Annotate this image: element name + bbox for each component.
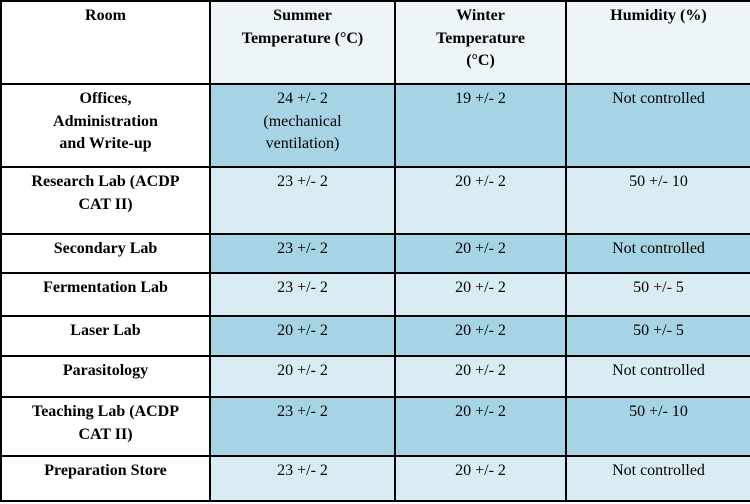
summer-temperature-cell: 23 +/- 2 xyxy=(209,455,396,502)
humidity-cell: 50 +/- 5 xyxy=(565,315,750,357)
table-row-secondary-lab: Secondary Lab 23 +/- 2 20 +/- 2 Not cont… xyxy=(0,233,750,274)
summer-temperature-cell: 23 +/- 2 xyxy=(209,166,396,235)
winter-temperature-cell: 20 +/- 2 xyxy=(394,396,567,457)
room-name-cell: Secondary Lab xyxy=(0,233,211,274)
room-name-cell: Research Lab (ACDP CAT II) xyxy=(0,166,211,235)
humidity-cell: Not controlled xyxy=(565,233,750,274)
table-row-parasitology: Parasitology 20 +/- 2 20 +/- 2 Not contr… xyxy=(0,355,750,398)
summer-temperature-cell: 23 +/- 2 xyxy=(209,233,396,274)
winter-temperature-cell: 20 +/- 2 xyxy=(394,315,567,357)
header-cell-room: Room xyxy=(0,0,211,85)
room-name-cell: Offices, Administration and Write-up xyxy=(0,83,211,168)
summer-temperature-cell: 20 +/- 2 xyxy=(209,315,396,357)
winter-temperature-cell: 20 +/- 2 xyxy=(394,455,567,502)
winter-temperature-cell: 20 +/- 2 xyxy=(394,272,567,317)
humidity-cell: 50 +/- 10 xyxy=(565,166,750,235)
humidity-cell: Not controlled xyxy=(565,355,750,398)
summer-temperature-cell: 24 +/- 2 (mechanical ventilation) xyxy=(209,83,396,168)
table-row-teaching-lab: Teaching Lab (ACDP CAT II) 23 +/- 2 20 +… xyxy=(0,396,750,457)
table-row-fermentation-lab: Fermentation Lab 23 +/- 2 20 +/- 2 50 +/… xyxy=(0,272,750,317)
room-name-cell: Parasitology xyxy=(0,355,211,398)
humidity-cell: 50 +/- 5 xyxy=(565,272,750,317)
table-row-offices: Offices, Administration and Write-up 24 … xyxy=(0,83,750,168)
winter-temperature-cell: 20 +/- 2 xyxy=(394,355,567,398)
humidity-cell: Not controlled xyxy=(565,455,750,502)
winter-temperature-cell: 20 +/- 2 xyxy=(394,233,567,274)
summer-temperature-cell: 23 +/- 2 xyxy=(209,272,396,317)
table-row-preparation-store: Preparation Store 23 +/- 2 20 +/- 2 Not … xyxy=(0,455,750,502)
room-name-cell: Laser Lab xyxy=(0,315,211,357)
humidity-cell: 50 +/- 10 xyxy=(565,396,750,457)
table-row-research-lab: Research Lab (ACDP CAT II) 23 +/- 2 20 +… xyxy=(0,166,750,235)
room-name-cell: Fermentation Lab xyxy=(0,272,211,317)
humidity-cell: Not controlled xyxy=(565,83,750,168)
summer-temperature-cell: 20 +/- 2 xyxy=(209,355,396,398)
header-cell-winter-temperature: Winter Temperature (°C) xyxy=(394,0,567,85)
winter-temperature-cell: 19 +/- 2 xyxy=(394,83,567,168)
header-row: Room Summer Temperature (°C) Winter Temp… xyxy=(0,0,750,85)
header-cell-humidity: Humidity (%) xyxy=(565,0,750,85)
header-cell-summer-temperature: Summer Temperature (°C) xyxy=(209,0,396,85)
room-name-cell: Preparation Store xyxy=(0,455,211,502)
table-header: Room Summer Temperature (°C) Winter Temp… xyxy=(0,0,750,85)
summer-temperature-cell: 23 +/- 2 xyxy=(209,396,396,457)
winter-temperature-cell: 20 +/- 2 xyxy=(394,166,567,235)
table-body: Offices, Administration and Write-up 24 … xyxy=(0,83,750,502)
room-name-cell: Teaching Lab (ACDP CAT II) xyxy=(0,396,211,457)
table-row-laser-lab: Laser Lab 20 +/- 2 20 +/- 2 50 +/- 5 xyxy=(0,315,750,357)
